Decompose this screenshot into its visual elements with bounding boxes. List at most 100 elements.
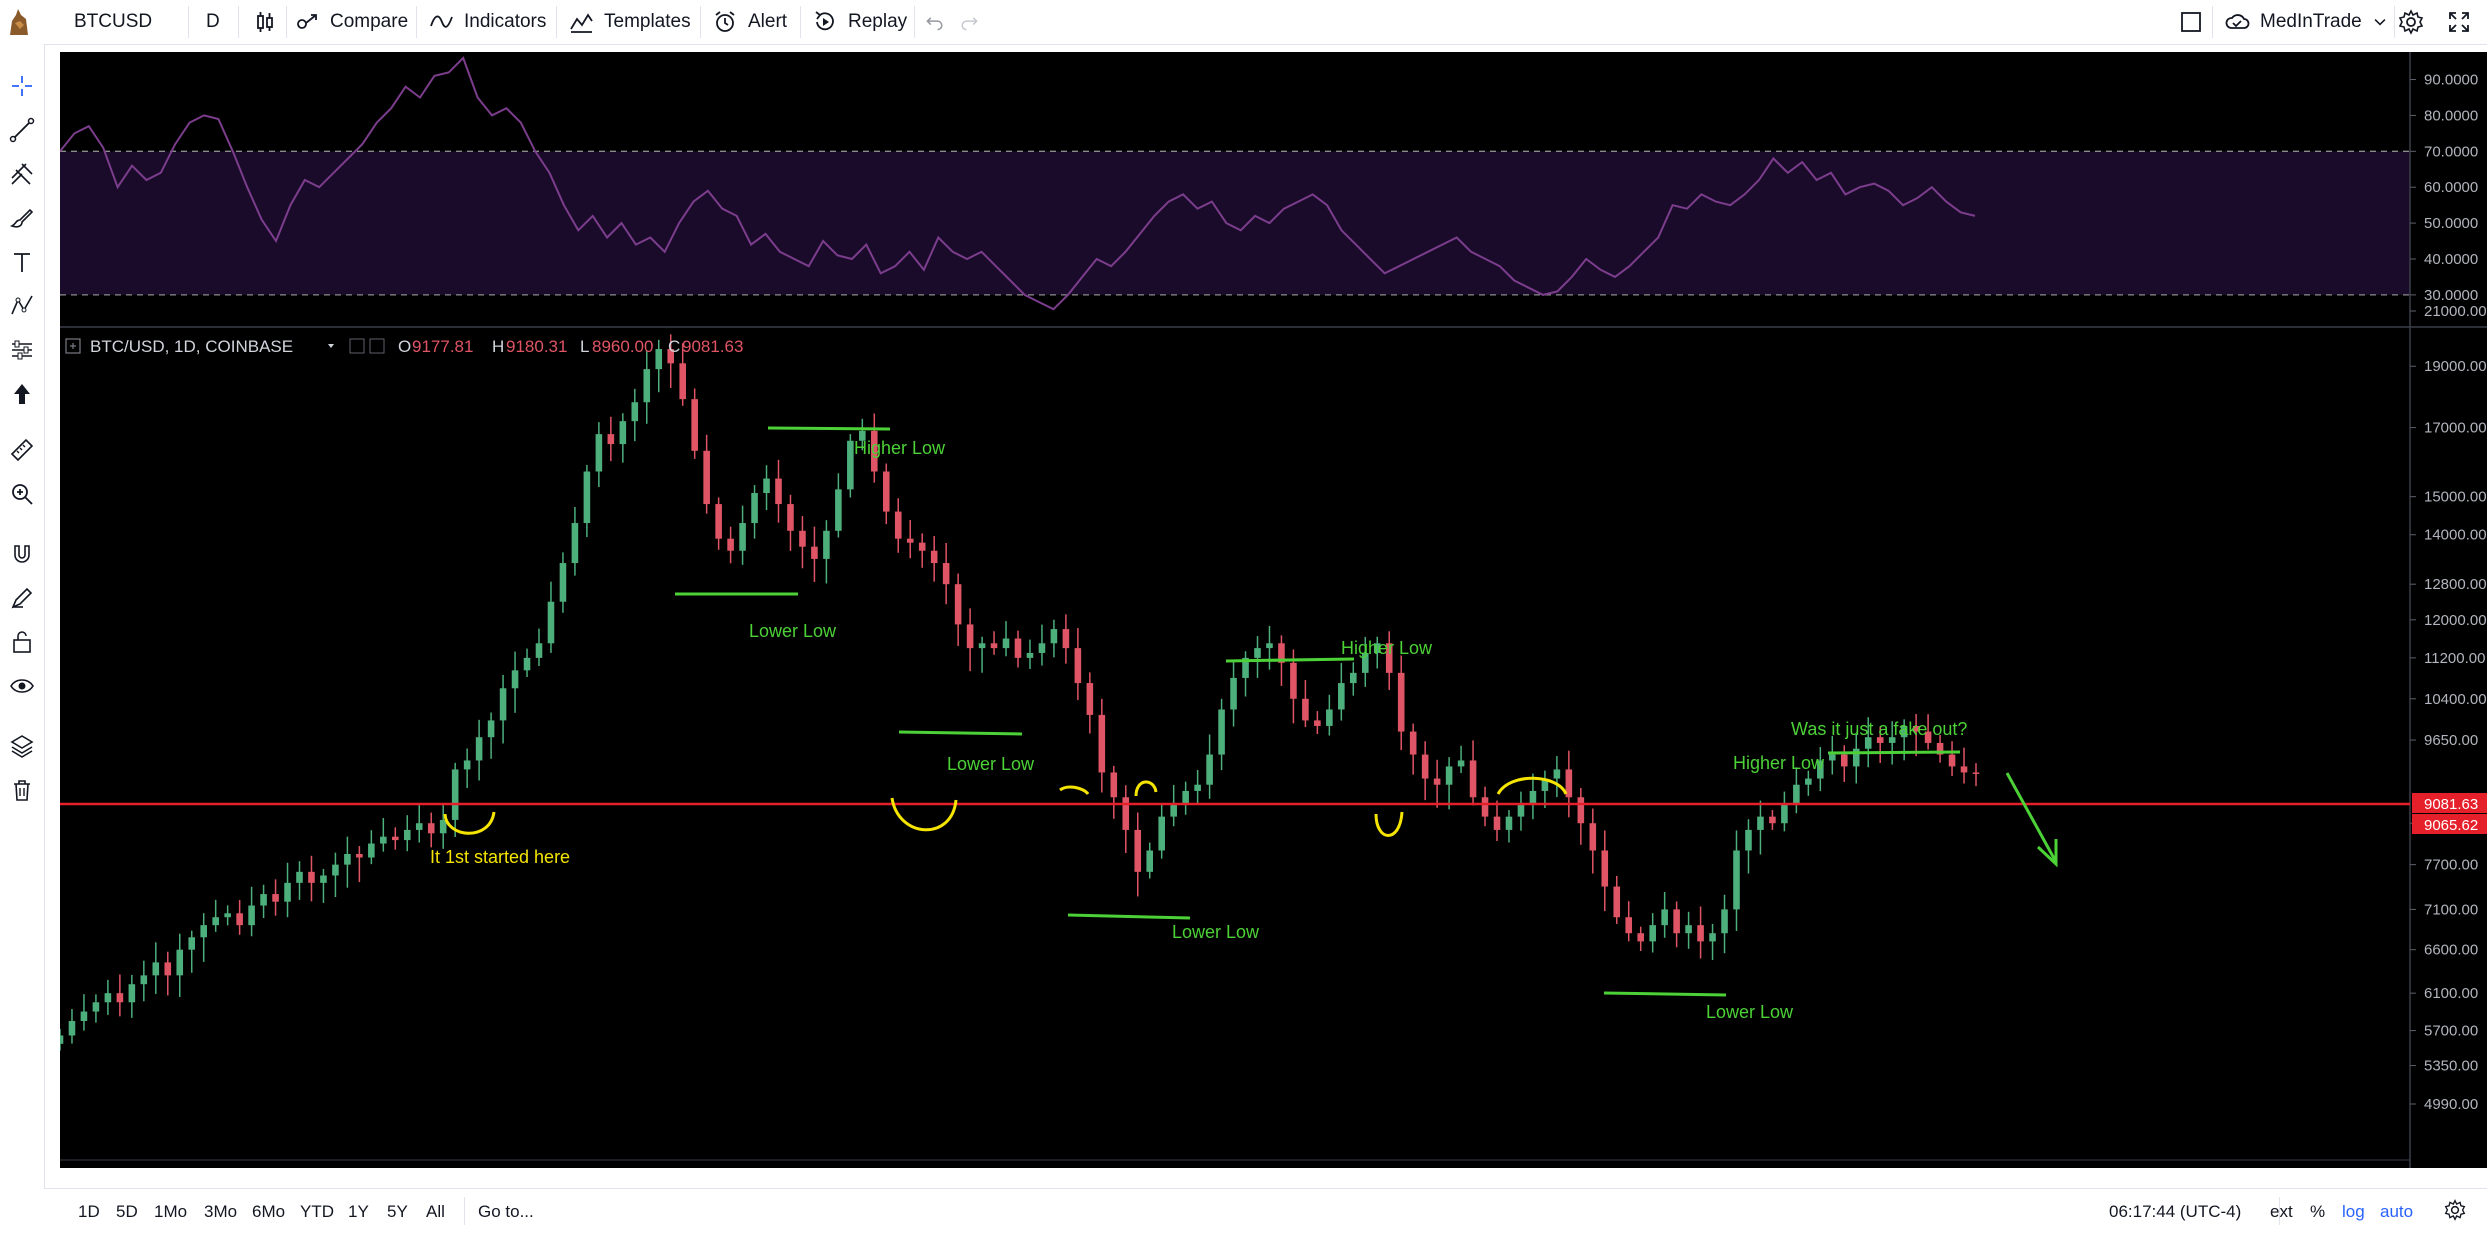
price-axis-label: 4990.00: [2424, 1096, 2478, 1113]
range-5d[interactable]: 5D: [116, 1202, 138, 1221]
candle-body: [1290, 662, 1297, 699]
undo-button[interactable]: [924, 0, 946, 44]
candle-body: [439, 819, 447, 834]
annotation-higher-low-1[interactable]: Higher Low: [854, 438, 946, 458]
range-5y[interactable]: 5Y: [387, 1202, 408, 1221]
candle-body: [1709, 933, 1716, 942]
goto-button[interactable]: Go to...: [478, 1202, 534, 1221]
redo-button[interactable]: [958, 0, 980, 44]
annotation-lower-low-2[interactable]: Lower Low: [947, 754, 1035, 774]
settings-button[interactable]: [2398, 0, 2424, 44]
chart-canvas[interactable]: 90.0000 80.0000 70.0000 60.0000 50.0000 40.00…: [56, 52, 2487, 1186]
candle-body: [1218, 709, 1225, 755]
log-toggle[interactable]: log: [2342, 1202, 2365, 1221]
candles: [56, 334, 1980, 1051]
candle-body: [1242, 657, 1249, 678]
zoom-tool[interactable]: [8, 480, 36, 508]
candle-body: [128, 984, 136, 1003]
auto-toggle[interactable]: auto: [2380, 1202, 2414, 1221]
candle-body: [835, 489, 842, 531]
icon-tool[interactable]: [8, 380, 36, 408]
candle-body: [1146, 850, 1154, 872]
candle-body: [224, 913, 231, 918]
annotation-higher-low-2[interactable]: Higher Low: [1341, 638, 1433, 658]
alert-label: Alert: [748, 11, 788, 32]
annotation-higher-low-3[interactable]: Higher Low: [1733, 753, 1825, 773]
clock[interactable]: 06:17:44 (UTC-4): [2109, 1202, 2242, 1221]
candle-body: [1302, 698, 1309, 721]
range-6mo[interactable]: 6Mo: [252, 1202, 286, 1221]
text-tool[interactable]: [8, 248, 36, 276]
crosshair-tool[interactable]: [8, 72, 36, 100]
annotation-lower-low-3[interactable]: Lower Low: [1172, 922, 1260, 942]
indicators-button[interactable]: Indicators: [428, 0, 546, 44]
replay-button[interactable]: Replay: [812, 0, 907, 44]
range-1mo[interactable]: 1Mo: [154, 1202, 188, 1221]
annotation-curves[interactable]: [443, 776, 1568, 837]
stay-drawing-tool[interactable]: [8, 584, 36, 612]
pattern-tool[interactable]: [8, 292, 36, 320]
price-tag-last-label: 9081.63: [2424, 796, 2478, 813]
candle-body: [571, 523, 579, 564]
brush-tool[interactable]: [8, 204, 36, 232]
trendline-icon: [9, 117, 35, 143]
range-1d[interactable]: 1D: [78, 1202, 100, 1221]
candle-body: [368, 843, 375, 858]
templates-icon: [570, 13, 593, 33]
candle-body: [715, 504, 722, 539]
zoom-in-icon: [12, 484, 33, 505]
candle-body: [1948, 754, 1956, 767]
object-tree-tool[interactable]: [8, 732, 36, 760]
annotation-lines[interactable]: [675, 426, 2058, 997]
remove-drawings-tool[interactable]: [8, 776, 36, 804]
hide-drawings-tool[interactable]: [8, 672, 36, 700]
percent-toggle[interactable]: %: [2310, 1202, 2326, 1221]
candle-body: [1206, 754, 1213, 785]
candle-body: [1613, 886, 1621, 918]
candle-body: [1829, 754, 1836, 761]
chart-area[interactable]: 90.0000 80.0000 70.0000 60.0000 50.0000 40.00…: [56, 52, 2487, 1186]
candle-body: [930, 550, 938, 564]
candle-body: [918, 542, 926, 551]
alert-button[interactable]: Alert: [712, 0, 787, 44]
interval-button[interactable]: D: [206, 0, 220, 44]
annotation-lower-low-1[interactable]: Lower Low: [749, 621, 837, 641]
annotation-fake-out[interactable]: Was it just a fake out?: [1791, 719, 1967, 739]
annotation-started[interactable]: It 1st started here: [430, 847, 570, 867]
rsi-line: [59, 56, 1976, 311]
range-all[interactable]: All: [426, 1202, 445, 1221]
candle-body: [236, 913, 243, 926]
compare-button[interactable]: Compare: [294, 0, 408, 44]
candle-body: [152, 962, 160, 976]
prediction-tool[interactable]: [8, 336, 36, 364]
trendline-tool[interactable]: [8, 116, 36, 144]
candle-body: [667, 349, 675, 364]
symbol-label: BTCUSD: [74, 11, 153, 32]
candle-body: [104, 993, 112, 1003]
logo-icon[interactable]: [6, 0, 32, 44]
candle-body: [1014, 638, 1022, 658]
pitchfork-tool[interactable]: [8, 160, 36, 188]
account-menu[interactable]: MedInTrade: [2224, 0, 2388, 44]
range-ytd[interactable]: YTD: [300, 1202, 334, 1221]
annotation-lower-low-4[interactable]: Lower Low: [1706, 1002, 1794, 1022]
maximize-button[interactable]: [2446, 0, 2472, 44]
lock-tool[interactable]: [8, 628, 36, 656]
legend-title[interactable]: BTC/USD, 1D, COINBASE: [90, 337, 293, 356]
ext-toggle[interactable]: ext: [2270, 1202, 2293, 1221]
fullscreen-toggle[interactable]: [2178, 0, 2204, 44]
range-1y[interactable]: 1Y: [348, 1202, 369, 1221]
magnet-tool[interactable]: [8, 540, 36, 568]
candle-body: [523, 657, 531, 671]
trash-icon: [14, 780, 30, 801]
candle-body: [1673, 909, 1680, 934]
chart-settings-button[interactable]: [2444, 1199, 2466, 1223]
symbol-search[interactable]: BTCUSD: [74, 0, 152, 44]
price-axis-label: 5700.00: [2424, 1023, 2478, 1040]
range-3mo[interactable]: 3Mo: [204, 1202, 238, 1221]
candle-body: [882, 471, 890, 512]
measure-tool[interactable]: [8, 436, 36, 464]
templates-button[interactable]: Templates: [568, 0, 691, 44]
chart-type-button[interactable]: [252, 0, 278, 44]
candle-body: [631, 402, 639, 422]
